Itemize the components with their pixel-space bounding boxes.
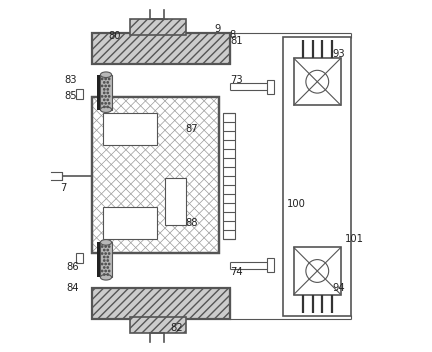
Circle shape	[104, 260, 105, 261]
Bar	[92, 288, 230, 319]
Circle shape	[102, 246, 103, 247]
Text: 82: 82	[171, 323, 183, 333]
Bar	[97, 243, 100, 277]
Circle shape	[105, 246, 106, 247]
Circle shape	[107, 92, 108, 94]
Circle shape	[107, 256, 108, 258]
Circle shape	[108, 246, 110, 247]
Circle shape	[105, 253, 106, 254]
Text: 84: 84	[67, 283, 79, 293]
Circle shape	[102, 270, 103, 272]
Circle shape	[102, 263, 103, 265]
Text: 7: 7	[60, 183, 66, 193]
Bar	[92, 98, 219, 253]
Bar	[165, 178, 186, 225]
Circle shape	[105, 96, 106, 97]
Circle shape	[104, 89, 105, 90]
Bar	[97, 75, 100, 109]
Bar	[100, 243, 111, 277]
Text: 80: 80	[108, 31, 121, 40]
Circle shape	[104, 249, 105, 251]
Circle shape	[102, 103, 103, 104]
Circle shape	[104, 82, 105, 83]
Circle shape	[105, 270, 106, 272]
Bar	[102, 207, 157, 239]
Bar	[130, 318, 186, 333]
Bar	[267, 258, 274, 272]
Circle shape	[105, 103, 106, 104]
Circle shape	[107, 89, 108, 90]
Text: 101: 101	[344, 234, 363, 244]
Circle shape	[108, 253, 110, 254]
Text: 9: 9	[215, 24, 221, 34]
Bar	[223, 113, 235, 239]
Bar	[76, 253, 83, 263]
Circle shape	[104, 256, 105, 258]
Circle shape	[104, 274, 105, 275]
Circle shape	[107, 267, 108, 268]
Circle shape	[108, 85, 110, 87]
Text: 87: 87	[185, 124, 198, 134]
Circle shape	[107, 106, 108, 108]
Text: 94: 94	[332, 283, 345, 293]
Bar	[76, 89, 83, 99]
Circle shape	[107, 82, 108, 83]
Circle shape	[108, 78, 110, 80]
Ellipse shape	[100, 240, 111, 245]
Circle shape	[102, 85, 103, 87]
Circle shape	[102, 78, 103, 80]
Bar	[92, 33, 230, 64]
Text: 74: 74	[231, 267, 243, 277]
Circle shape	[102, 253, 103, 254]
Text: 8: 8	[230, 30, 236, 39]
Text: 81: 81	[231, 36, 243, 45]
Circle shape	[107, 99, 108, 101]
Circle shape	[105, 85, 106, 87]
Bar	[100, 75, 111, 109]
Text: 85: 85	[65, 91, 77, 101]
Text: 86: 86	[67, 262, 79, 272]
Bar	[130, 19, 186, 34]
Ellipse shape	[100, 275, 111, 280]
Text: 73: 73	[231, 75, 243, 85]
Circle shape	[104, 99, 105, 101]
Circle shape	[102, 96, 103, 97]
Bar	[293, 247, 341, 295]
Circle shape	[104, 267, 105, 268]
Circle shape	[105, 263, 106, 265]
Circle shape	[105, 78, 106, 80]
Bar	[267, 80, 274, 94]
Ellipse shape	[100, 72, 111, 77]
Circle shape	[108, 103, 110, 104]
Circle shape	[108, 96, 110, 97]
Ellipse shape	[100, 107, 111, 112]
Bar	[92, 98, 219, 253]
Circle shape	[107, 260, 108, 261]
Bar	[293, 58, 341, 106]
Circle shape	[107, 274, 108, 275]
Text: 93: 93	[332, 49, 345, 59]
Text: 88: 88	[185, 218, 198, 228]
Circle shape	[107, 249, 108, 251]
Circle shape	[104, 92, 105, 94]
Circle shape	[108, 270, 110, 272]
Text: 100: 100	[287, 199, 306, 209]
Circle shape	[108, 263, 110, 265]
Bar	[283, 37, 352, 316]
Text: 83: 83	[65, 75, 77, 85]
Circle shape	[104, 106, 105, 108]
Bar	[102, 113, 157, 145]
